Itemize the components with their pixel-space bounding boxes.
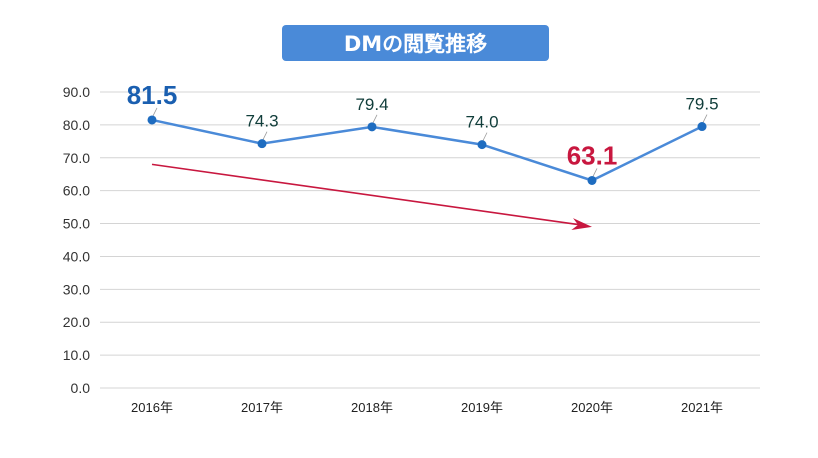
- data-point: [697, 122, 707, 132]
- trend-arrow-head: [571, 218, 592, 230]
- trend-arrow-line: [151, 163, 581, 226]
- data-label: 79.4: [355, 95, 388, 114]
- y-tick-label: 80.0: [63, 117, 90, 133]
- y-tick-label: 20.0: [63, 314, 90, 330]
- chart-title: DMの閲覧推移: [282, 25, 549, 61]
- label-leader: [152, 107, 158, 117]
- data-label: 74.0: [465, 113, 498, 132]
- label-leader: [372, 114, 378, 124]
- y-tick-label: 40.0: [63, 248, 90, 264]
- y-tick-label: 70.0: [63, 150, 90, 166]
- data-point: [367, 122, 377, 132]
- x-tick-label: 2020年: [571, 400, 613, 415]
- x-tick-label: 2021年: [681, 400, 723, 415]
- data-label: 63.1: [567, 140, 618, 170]
- data-label: 74.3: [245, 112, 278, 131]
- y-tick-label: 30.0: [63, 281, 90, 297]
- y-tick-label: 0.0: [71, 380, 91, 396]
- x-tick-label: 2018年: [351, 400, 393, 415]
- data-point: [147, 115, 157, 125]
- y-tick-label: 90.0: [63, 84, 90, 100]
- data-point: [477, 140, 487, 150]
- y-tick-label: 60.0: [63, 183, 90, 199]
- data-point: [587, 175, 597, 185]
- label-leader: [592, 168, 598, 177]
- label-leader: [482, 132, 488, 141]
- x-tick-label: 2016年: [131, 400, 173, 415]
- series-line: [151, 118, 703, 182]
- x-tick-label: 2019年: [461, 400, 503, 415]
- y-tick-label: 50.0: [63, 216, 90, 232]
- y-tick-label: 10.0: [63, 347, 90, 363]
- data-label: 81.5: [127, 80, 178, 110]
- x-tick-label: 2017年: [241, 400, 283, 415]
- data-point: [257, 139, 267, 149]
- label-leader: [702, 114, 708, 123]
- data-label: 79.5: [685, 95, 718, 114]
- label-leader: [262, 131, 268, 140]
